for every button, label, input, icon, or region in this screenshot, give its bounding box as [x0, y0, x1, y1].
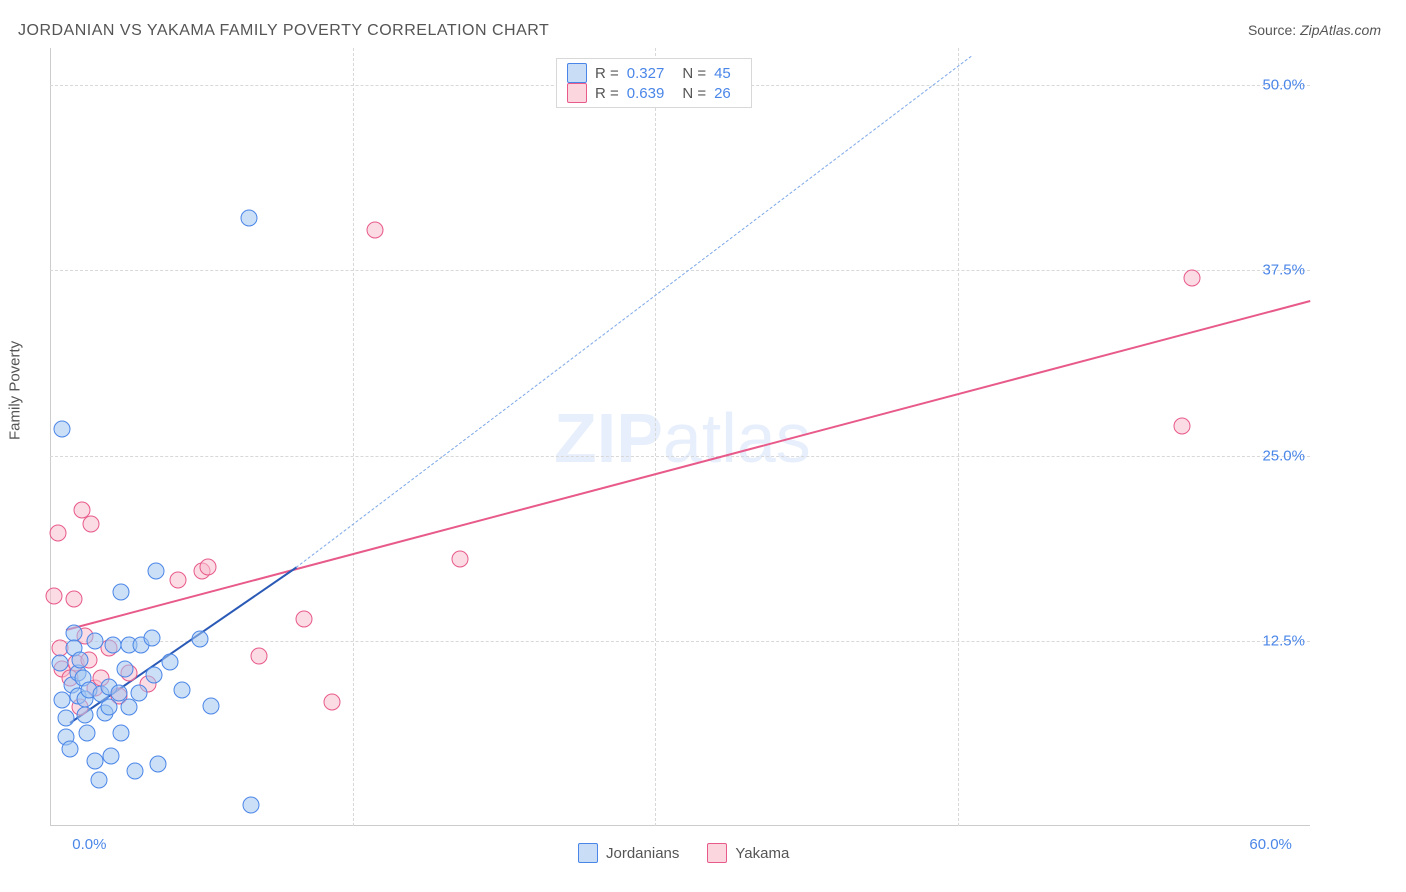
- x-tick-label: 60.0%: [1249, 836, 1292, 853]
- point-yakama: [65, 591, 82, 608]
- legend-item: Jordanians: [578, 843, 679, 863]
- n-label: N =: [682, 85, 706, 102]
- point-jordanian: [61, 740, 78, 757]
- point-yakama: [250, 647, 267, 664]
- point-jordanian: [77, 706, 94, 723]
- series-legend: Jordanians Yakama: [578, 843, 789, 863]
- point-jordanian: [146, 666, 163, 683]
- r-label: R =: [595, 65, 619, 82]
- r-label: R =: [595, 85, 619, 102]
- point-yakama: [1174, 417, 1191, 434]
- point-jordanian: [57, 709, 74, 726]
- point-yakama: [366, 222, 383, 239]
- legend-label: Jordanians: [606, 845, 679, 862]
- point-jordanian: [112, 724, 129, 741]
- point-yakama: [323, 693, 340, 710]
- gridline-vertical: [958, 48, 959, 826]
- point-yakama: [45, 588, 62, 605]
- correlation-legend: R = 0.327 N = 45 R = 0.639 N = 26: [556, 58, 752, 108]
- legend-swatch: [567, 63, 587, 83]
- legend-row: R = 0.327 N = 45: [567, 63, 741, 83]
- point-jordanian: [126, 763, 143, 780]
- point-jordanian: [148, 563, 165, 580]
- y-tick-label: 37.5%: [1262, 262, 1305, 279]
- point-jordanian: [87, 632, 104, 649]
- source-attribution: Source: ZipAtlas.com: [1248, 22, 1381, 38]
- point-jordanian: [130, 684, 147, 701]
- legend-label: Yakama: [735, 845, 789, 862]
- point-jordanian: [112, 583, 129, 600]
- n-value: 26: [714, 85, 731, 102]
- point-jordanian: [87, 752, 104, 769]
- trendline-yakama: [65, 300, 1310, 631]
- point-yakama: [295, 610, 312, 627]
- n-label: N =: [682, 65, 706, 82]
- point-jordanian: [191, 631, 208, 648]
- gridline-horizontal: [50, 270, 1310, 271]
- gridline-vertical: [655, 48, 656, 826]
- point-yakama: [199, 558, 216, 575]
- point-yakama: [169, 572, 186, 589]
- point-jordanian: [105, 637, 122, 654]
- y-tick-label: 12.5%: [1262, 632, 1305, 649]
- point-jordanian: [91, 772, 108, 789]
- gridline-vertical: [353, 48, 354, 826]
- point-jordanian: [162, 653, 179, 670]
- point-jordanian: [120, 699, 137, 716]
- point-jordanian: [53, 420, 70, 437]
- point-yakama: [83, 515, 100, 532]
- chart-title: JORDANIAN VS YAKAMA FAMILY POVERTY CORRE…: [18, 22, 549, 40]
- x-tick-label: 0.0%: [72, 836, 106, 853]
- legend-item: Yakama: [707, 843, 789, 863]
- trendline-jordanians-extrapolated: [296, 56, 972, 568]
- source-value: ZipAtlas.com: [1300, 22, 1381, 38]
- plot-area: ZIPatlas 12.5%25.0%37.5%50.0%: [50, 48, 1310, 826]
- point-jordanian: [53, 692, 70, 709]
- point-jordanian: [79, 724, 96, 741]
- point-jordanian: [51, 654, 68, 671]
- point-jordanian: [242, 797, 259, 814]
- gridline-horizontal: [50, 456, 1310, 457]
- r-value: 0.639: [627, 85, 665, 102]
- point-yakama: [49, 524, 66, 541]
- point-jordanian: [144, 629, 161, 646]
- y-tick-label: 50.0%: [1262, 77, 1305, 94]
- gridline-horizontal: [50, 641, 1310, 642]
- point-jordanian: [116, 660, 133, 677]
- point-jordanian: [103, 748, 120, 765]
- legend-swatch: [567, 83, 587, 103]
- legend-swatch: [707, 843, 727, 863]
- point-yakama: [451, 551, 468, 568]
- x-axis-line: [50, 825, 1310, 826]
- r-value: 0.327: [627, 65, 665, 82]
- point-jordanian: [101, 699, 118, 716]
- point-jordanian: [71, 652, 88, 669]
- point-jordanian: [173, 681, 190, 698]
- legend-swatch: [578, 843, 598, 863]
- y-axis-line: [50, 48, 51, 826]
- y-tick-label: 25.0%: [1262, 447, 1305, 464]
- n-value: 45: [714, 65, 731, 82]
- point-jordanian: [150, 755, 167, 772]
- legend-row: R = 0.639 N = 26: [567, 83, 741, 103]
- point-yakama: [1183, 269, 1200, 286]
- watermark-bold: ZIP: [554, 399, 663, 477]
- y-axis-label: Family Poverty: [7, 341, 24, 440]
- point-jordanian: [203, 697, 220, 714]
- point-jordanian: [240, 210, 257, 227]
- source-label: Source:: [1248, 22, 1300, 38]
